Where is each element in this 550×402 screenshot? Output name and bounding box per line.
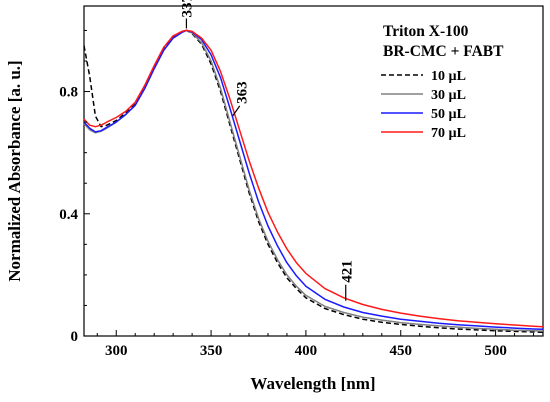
annotation-marker — [232, 105, 241, 117]
y-axis-ticks: 0 0.4 0.8 — [59, 29, 90, 345]
series-line-1 — [83, 29, 544, 334]
peak-annotations: 337 363 421 — [179, 0, 356, 301]
x-tick-label: 500 — [484, 343, 507, 359]
x-axis-ticks: 300 350 400 450 500 — [96, 330, 535, 359]
annotation-421: 421 — [340, 260, 356, 301]
x-tick-label: 350 — [200, 343, 223, 359]
annotation-label: 363 — [235, 81, 251, 104]
series-layer — [83, 29, 544, 334]
series-line-4 — [83, 29, 544, 328]
y-tick-label: 0.4 — [59, 207, 78, 223]
annotation-label: 421 — [340, 260, 356, 283]
legend-title-line: BR-CMC + FABT — [383, 43, 504, 60]
annotation-label: 337 — [179, 0, 195, 17]
legend-label-3: 50 µL — [431, 107, 466, 122]
y-tick-label: 0.8 — [59, 85, 78, 101]
x-tick-label: 300 — [105, 343, 128, 359]
legend-title-line: Triton X-100 — [383, 23, 469, 40]
annotation-363: 363 — [232, 81, 251, 117]
legend-label-2: 30 µL — [431, 88, 466, 103]
legend-label-1: 10 µL — [431, 69, 466, 84]
plot-area — [83, 5, 544, 337]
legend-label-4: 70 µL — [431, 126, 466, 141]
x-tick-label: 400 — [295, 343, 318, 359]
legend: Triton X-100 BR-CMC + FABT 10 µL 30 µL 50 µL… — [381, 23, 504, 141]
annotation-337: 337 — [179, 0, 195, 29]
y-axis-title: Normalized Absorbance [a. u.] — [5, 60, 24, 281]
series-line-3 — [83, 29, 544, 331]
x-axis-title: Wavelength [nm] — [250, 374, 375, 393]
x-tick-label: 450 — [389, 343, 412, 359]
y-tick-label: 0 — [71, 329, 79, 345]
